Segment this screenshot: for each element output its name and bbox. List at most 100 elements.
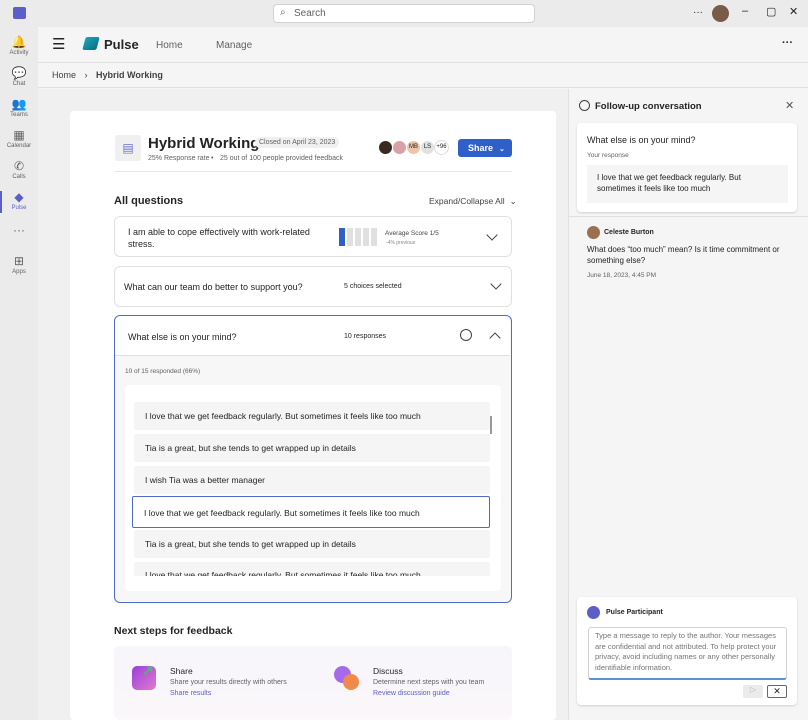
reply-author: Pulse Participant [606,609,663,616]
chat-icon: 💬 [11,66,27,80]
your-response: I love that we get feedback regularly. B… [587,165,788,203]
avatar [392,140,407,155]
score-segment [347,228,353,246]
panel-title: Follow-up conversation [595,101,702,112]
scrollbar[interactable] [490,416,492,434]
conversation-icon[interactable] [460,329,472,341]
response-item[interactable]: Tia is a great, but she tends to get wra… [134,434,490,462]
breadcrumb-current: Hybrid Working [96,70,163,80]
previous-score: -4% previous [386,240,416,246]
share-results-link[interactable]: Share results [170,690,212,697]
tab-manage[interactable]: Manage [216,40,253,51]
chevron-down-icon[interactable] [486,229,498,241]
minimize-button[interactable]: – [742,5,749,17]
rail-item-more[interactable]: ··· [0,219,38,250]
title-bar: ⌕ Search ··· – ▢ ✕ [0,0,808,27]
response-item[interactable]: Tia is a great, but she tends to get wra… [134,530,490,558]
user-avatar[interactable] [712,5,729,22]
your-response-label: Your response [587,152,629,159]
separator-dot: • [211,155,214,162]
score-segment [363,228,369,246]
search-input[interactable]: ⌕ Search [273,4,535,23]
choices-summary: 5 choices selected [344,283,402,290]
maximize-button[interactable]: ▢ [766,6,777,18]
rail-item-chat[interactable]: 💬 Chat [0,62,38,93]
chevron-down-icon: ⌄ [509,196,517,206]
expand-collapse-all-button[interactable]: Expand/Collapse All ⌄ [429,196,517,206]
rail-label: Apps [12,269,26,275]
avatar-overflow: +96 [434,140,449,155]
discussion-guide-link[interactable]: Review discussion guide [373,690,450,697]
score-segment [339,228,345,246]
average-score: Average Score 1/5 [385,230,439,237]
survey-icon: ▤ [115,135,141,161]
close-panel-button[interactable]: ✕ [785,100,795,112]
divider [114,171,512,172]
rail-item-pulse[interactable]: ◆ Pulse [0,186,38,217]
cancel-button[interactable]: ✕ [767,685,787,698]
share-icon: ↗ [132,662,156,690]
question-card[interactable]: What can our team do better to support y… [114,266,512,307]
response-item[interactable]: I love that we get feedback regularly. B… [134,402,490,430]
teams-icon: 👥 [11,97,27,111]
conversation-icon [579,100,590,111]
bell-icon: 🔔 [11,35,27,49]
rail-label: Teams [10,112,28,118]
panel-question: What else is on your mind? [587,135,696,145]
rail-item-teams[interactable]: 👥 Teams [0,93,38,124]
feedback-count: 25 out of 100 people provided feedback [220,155,343,162]
search-icon: ⌕ [280,7,286,18]
rail-item-calendar[interactable]: ▦ Calendar [0,124,38,155]
rail-label: Pulse [11,205,27,211]
comment-author: Celeste Burton [604,229,654,236]
response-rate: 25% Response rate [148,155,210,162]
discuss-icon [334,666,360,692]
app-name: Pulse [104,37,139,52]
score-bar [339,228,377,246]
next-steps-card [114,646,512,720]
rail-label: Activity [9,50,29,56]
score-segment [355,228,361,246]
send-button[interactable]: ▷ [743,685,763,698]
close-window-button[interactable]: ✕ [789,6,799,18]
all-questions-heading: All questions [114,195,184,207]
comment-text: What does “too much” mean? Is it time co… [587,245,780,265]
share-button[interactable]: Share ⌄ [458,139,512,157]
more-options-button[interactable]: ··· [693,7,703,18]
responses-count: 10 responses [344,333,387,340]
rail-item-apps[interactable]: ⊞ Apps [0,250,38,281]
reply-input[interactable] [588,627,787,680]
response-item[interactable]: I love that we get feedback regularly. B… [132,496,490,528]
chevron-right-icon: › [84,70,88,80]
question-header [115,316,510,356]
rail-label: Calendar [6,143,32,149]
chevron-down-icon[interactable] [490,278,502,290]
avatar [587,226,600,239]
follow-up-panel: Follow-up conversation ✕ What else is on… [568,89,808,720]
comment-time: June 18, 2023, 4:45 PM [587,272,657,279]
header-more-button[interactable]: ··· [782,37,793,49]
avatar-group[interactable]: MB LS +96 [378,140,449,155]
chevron-down-icon: ⌄ [499,146,505,153]
response-item[interactable]: I love that we get feedback regularly. B… [134,562,490,576]
share-description: Share your results directly with others [170,679,287,686]
breadcrumb-home[interactable]: Home [52,70,77,80]
teams-logo-icon [13,7,26,19]
next-steps-heading: Next steps for feedback [114,625,233,637]
avatar: MB [406,140,421,155]
divider [569,216,808,217]
pulse-icon: ◆ [14,190,24,204]
survey-title: Hybrid Working [148,135,260,152]
tab-home[interactable]: Home [156,40,183,51]
avatar: LS [420,140,435,155]
question-card[interactable]: I am able to cope effectively with work-… [114,216,512,257]
rail-item-activity[interactable]: 🔔 Activity [0,31,38,62]
response-item[interactable]: I wish Tia was a better manager [134,466,490,494]
question-response-card: What else is on your mind? Your response… [577,123,797,212]
hamburger-menu-icon[interactable]: ☰ [52,36,66,53]
rail-label: Calls [12,174,26,180]
question-text: What else is on your mind? [128,332,237,342]
rail-item-calls[interactable]: ✆ Calls [0,155,38,186]
calendar-icon: ▦ [13,128,25,142]
avatar [378,140,393,155]
